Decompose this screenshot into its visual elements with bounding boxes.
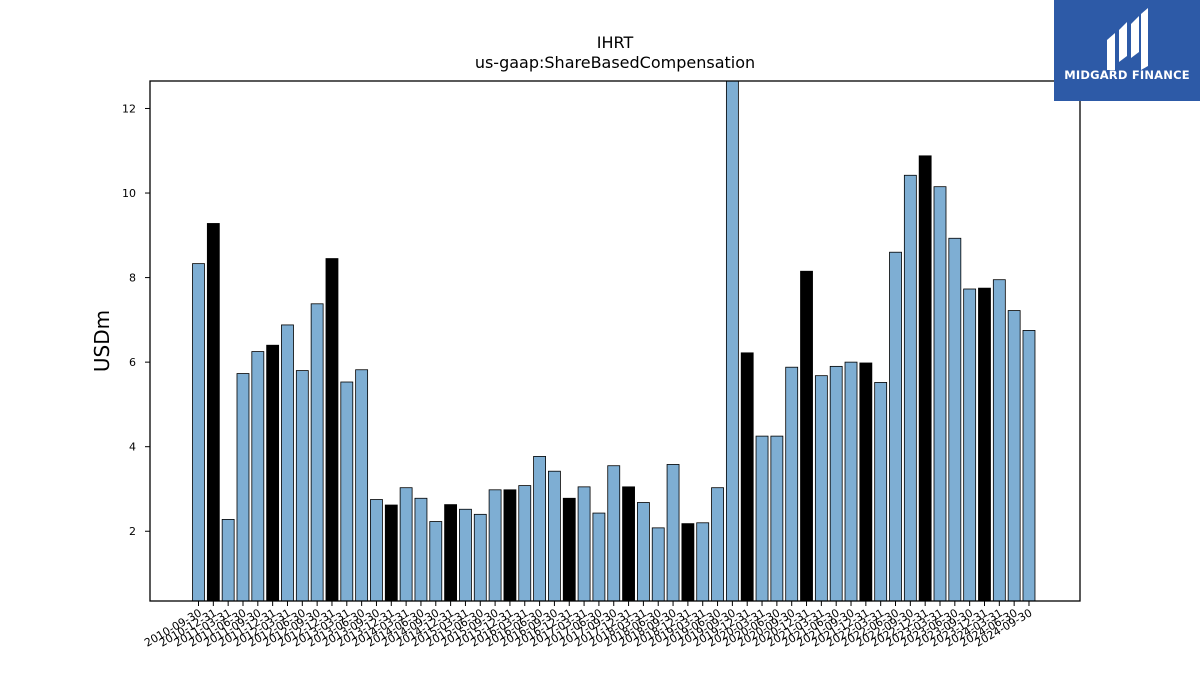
bar-2023-12-31 <box>978 287 991 602</box>
bar-2024-03-31 <box>992 279 1006 602</box>
bar-2012-12-31 <box>325 258 339 602</box>
y-tick-label: 2 <box>129 525 136 538</box>
brand-name: MIDGARD FINANCE <box>1064 68 1190 82</box>
bar-2023-06-30 <box>948 237 962 602</box>
bar-2017-06-30 <box>592 512 606 602</box>
bar-2019-06-30 <box>711 487 724 602</box>
bar-2014-03-31 <box>399 487 413 602</box>
y-tick-label: 10 <box>122 187 136 200</box>
bar-2013-06-30 <box>355 369 369 602</box>
bar-2018-03-31 <box>637 502 650 602</box>
bar-2016-12-31 <box>562 497 576 602</box>
bar-2017-12-31 <box>622 486 635 602</box>
bar-2011-12-31 <box>266 344 280 602</box>
bar-2021-03-31 <box>814 375 828 602</box>
bar-2014-12-31 <box>444 504 458 602</box>
bar-2018-12-31 <box>681 523 695 602</box>
bar-2022-09-30 <box>903 174 917 602</box>
bar-2013-03-31 <box>340 381 354 602</box>
bar-2019-12-31 <box>740 352 754 602</box>
bar-2018-09-30 <box>666 464 680 602</box>
bar-2020-06-30 <box>770 435 784 602</box>
bar-2022-03-31 <box>874 382 888 602</box>
bar-2011-06-30 <box>236 373 250 602</box>
bar-2011-03-31 <box>221 519 235 602</box>
brand-logo: MIDGARD FINANCE <box>1054 0 1200 101</box>
bar-2013-09-30 <box>370 499 383 602</box>
bar-2017-09-30 <box>607 465 621 602</box>
y-tick-label: 6 <box>129 356 136 369</box>
bar-2013-12-31 <box>384 504 398 602</box>
y-tick-label: 8 <box>129 272 136 285</box>
bar-2015-06-30 <box>473 513 487 602</box>
bar-2023-03-31 <box>933 186 947 602</box>
bar-2021-12-31 <box>859 362 873 602</box>
bar-2016-03-31 <box>518 485 532 602</box>
chart-subtitle: us-gaap:ShareBasedCompensation <box>475 53 755 72</box>
chart-title: IHRT <box>597 33 634 52</box>
bar-2024-09-30 <box>1022 330 1036 602</box>
bar-2020-09-30 <box>785 366 799 602</box>
bar-2020-12-31 <box>800 270 813 602</box>
bar-2015-12-31 <box>503 489 517 602</box>
bar-2016-09-30 <box>548 470 561 602</box>
bar-2021-06-30 <box>829 365 843 602</box>
bars-group <box>192 80 1036 602</box>
midgard-logo-icon <box>1107 8 1148 70</box>
bar-2010-09-30 <box>192 263 205 602</box>
bar-2010-12-31 <box>206 223 220 602</box>
bar-2024-06-30 <box>1007 310 1021 602</box>
bar-2012-06-30 <box>295 370 309 602</box>
bar-2014-09-30 <box>429 521 443 602</box>
bar-2020-03-31 <box>755 435 769 602</box>
bar-2018-06-30 <box>651 527 665 602</box>
plot-frame <box>149 80 1081 602</box>
bar-2011-09-30 <box>251 351 265 602</box>
x-axis-ticks: 2010-09-302010-12-312011-03-312011-06-30… <box>142 601 1034 650</box>
bar-2022-06-30 <box>889 251 902 602</box>
bar-2014-06-30 <box>414 497 428 602</box>
bar-2012-09-30 <box>310 303 324 602</box>
bar-2019-03-31 <box>696 522 710 602</box>
y-axis-ticks: 2 4 6 8 10 12 <box>122 102 150 538</box>
bar-2016-06-30 <box>533 456 546 602</box>
y-tick-label: 4 <box>129 441 136 454</box>
bar-2015-09-30 <box>488 489 502 602</box>
bar-2012-03-31 <box>281 324 294 602</box>
bar-2015-03-31 <box>459 508 472 602</box>
bar-2017-03-31 <box>577 486 591 602</box>
y-axis-label: USDm <box>90 310 114 372</box>
bar-2022-12-31 <box>918 155 932 602</box>
bar-2023-09-30 <box>963 288 977 602</box>
bar-2019-09-30 <box>725 80 739 602</box>
bar-2021-09-30 <box>844 361 858 602</box>
y-tick-label: 12 <box>122 102 136 115</box>
